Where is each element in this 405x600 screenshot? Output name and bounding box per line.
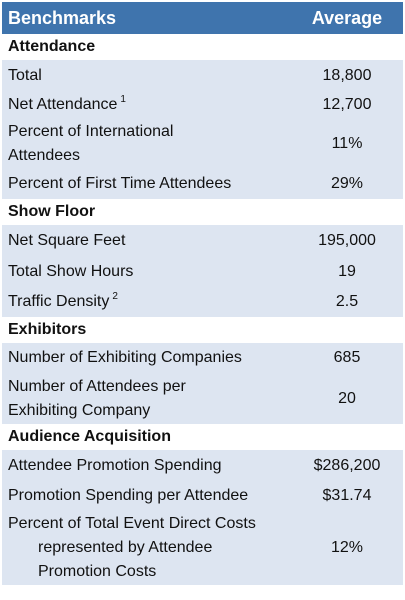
table-header: Benchmarks Average <box>2 2 403 34</box>
footnote-marker: 1 <box>120 94 126 106</box>
label-line: Attendees <box>8 146 81 164</box>
header-value: Average <box>291 2 403 34</box>
label-line: Promotion Costs <box>38 563 157 580</box>
label-text: Net Attendance <box>8 95 118 113</box>
footnote-marker: 2 <box>112 291 118 303</box>
row-label: Percent of International Attendees <box>2 118 291 169</box>
row-label: Percent of First Time Attendees <box>2 169 291 199</box>
row-value: 18,800 <box>291 60 403 91</box>
table-row: Net Attendance 1 12,700 <box>2 91 403 118</box>
row-value: 12,700 <box>291 91 403 118</box>
row-value: 11% <box>291 118 403 169</box>
section-title: Audience Acquisition <box>2 424 403 450</box>
row-label: Number of Attendees per Exhibiting Compan… <box>2 373 291 424</box>
section-attendance: Attendance <box>2 34 403 60</box>
label-line: Number of Attendees per <box>8 377 186 395</box>
table-row: Percent of First Time Attendees 29% <box>2 169 403 199</box>
row-label: Traffic Density 2 <box>2 286 291 317</box>
table-row: Promotion Spending per Attendee $31.74 <box>2 481 403 511</box>
section-title: Exhibitors <box>2 317 403 343</box>
label-line: Percent of International <box>8 122 174 140</box>
row-value: 29% <box>291 169 403 199</box>
row-value: 2.5 <box>291 286 403 317</box>
row-label: Promotion Spending per Attendee <box>2 481 291 511</box>
table-row: Number of Attendees per Exhibiting Compan… <box>2 373 403 424</box>
section-exhibitors: Exhibitors <box>2 317 403 343</box>
row-value: 685 <box>291 343 403 373</box>
label-line: Percent of Total Event Direct Costs <box>8 515 256 532</box>
section-title: Show Floor <box>2 199 403 225</box>
row-label: Attendee Promotion Spending <box>2 450 291 481</box>
table-row: Percent of Total Event Direct Costs repre… <box>2 511 403 585</box>
table-row: Traffic Density 2 2.5 <box>2 286 403 317</box>
row-value: $286,200 <box>291 450 403 481</box>
benchmarks-table: Benchmarks Average Attendance Total 18,8… <box>2 2 403 585</box>
table-row: Number of Exhibiting Companies 685 <box>2 343 403 373</box>
row-label: Net Attendance 1 <box>2 91 291 118</box>
section-title: Attendance <box>2 34 403 60</box>
row-label: Total Show Hours <box>2 257 291 286</box>
table-row: Total 18,800 <box>2 60 403 91</box>
row-value: $31.74 <box>291 481 403 511</box>
table-row: Total Show Hours 19 <box>2 257 403 286</box>
row-label: Percent of Total Event Direct Costs repre… <box>2 511 291 585</box>
row-value: 20 <box>291 373 403 424</box>
table-row: Percent of International Attendees 11% <box>2 118 403 169</box>
row-value: 12% <box>291 511 403 585</box>
table-row: Attendee Promotion Spending $286,200 <box>2 450 403 481</box>
label-line: represented by Attendee <box>38 539 213 556</box>
row-label: Number of Exhibiting Companies <box>2 343 291 373</box>
label-line: Exhibiting Company <box>8 401 151 419</box>
table-row: Net Square Feet 195,000 <box>2 225 403 257</box>
row-value: 19 <box>291 257 403 286</box>
row-label: Total <box>2 60 291 91</box>
label-text: Traffic Density <box>8 292 110 310</box>
row-value: 195,000 <box>291 225 403 257</box>
section-audience-acquisition: Audience Acquisition <box>2 424 403 450</box>
section-show-floor: Show Floor <box>2 199 403 225</box>
row-label: Net Square Feet <box>2 225 291 257</box>
header-label: Benchmarks <box>2 2 291 34</box>
